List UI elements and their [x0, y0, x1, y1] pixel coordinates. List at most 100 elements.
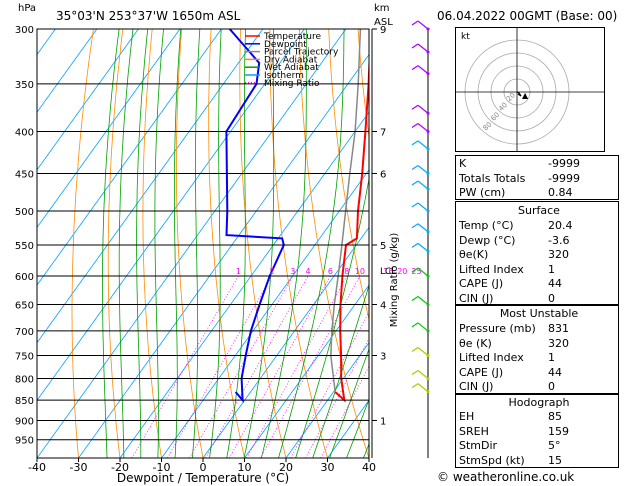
surface-row: Lifted Index 1	[459, 263, 619, 277]
wet-adiabat-line	[295, 176, 369, 458]
pressure-tick-label: 450	[15, 169, 34, 180]
mixing-ratio-label: 1	[236, 267, 241, 276]
mixing-ratio-label: 3	[290, 267, 295, 276]
x-tick-label: -40	[28, 461, 46, 474]
surface-key: CIN (J)	[459, 292, 494, 305]
pressure-tick-label: 400	[15, 128, 34, 139]
wind-barb	[411, 242, 419, 248]
index-value: -9999	[548, 157, 580, 170]
most-unstable-value: 44	[548, 365, 562, 379]
wind-barb-dot	[426, 111, 430, 115]
isotherm-line	[161, 169, 369, 458]
isotherm-line	[37, 29, 264, 344]
hodograph-params-title: Hodograph	[508, 396, 570, 409]
storm-motion-marker: ▲	[522, 91, 529, 100]
wind-barb-dot	[426, 147, 430, 151]
mixing-ratio-line	[205, 275, 309, 458]
hodograph-param-value: 5°	[548, 439, 561, 453]
pressure-tick-label: 700	[15, 327, 34, 338]
wind-barb	[411, 322, 419, 328]
hodograph-param-key: StmSpd (kt)	[459, 453, 525, 467]
wind-barb	[411, 223, 419, 229]
isotherm-line	[119, 111, 369, 458]
mixing-ratio-label: 4	[306, 267, 311, 276]
mixing-ratio-label: 8	[344, 267, 349, 276]
wind-barb-dot	[426, 72, 430, 76]
wind-barb	[411, 104, 419, 110]
wet-adiabat-line	[209, 29, 222, 458]
temperature-line	[334, 48, 369, 403]
hodograph-param-row: StmSpd (kt) 15	[459, 454, 619, 468]
index-row: Totals Totals -9999	[459, 172, 619, 186]
x-tick-label: -30	[70, 461, 88, 474]
wind-barb-dot	[426, 249, 430, 253]
wind-barb	[417, 322, 429, 332]
mixing-ratio-label: 20	[397, 267, 407, 276]
wind-barb	[411, 296, 419, 302]
index-key: Totals Totals	[459, 171, 526, 185]
wind-barb	[417, 223, 429, 233]
isotherm-line	[202, 226, 369, 458]
surface-row: Temp (°C) 20.4	[459, 219, 619, 233]
hodograph-param-key: EH	[459, 410, 475, 423]
wind-barb-dot	[426, 230, 430, 234]
indices-box	[455, 155, 619, 200]
km-tick-label: 4	[380, 301, 386, 312]
hodograph-trace	[516, 91, 522, 97]
wind-barb	[417, 347, 429, 356]
surface-box	[455, 201, 619, 305]
most-unstable-key: CIN (J)	[459, 380, 494, 394]
index-key: K	[459, 157, 467, 170]
wind-barb	[417, 180, 429, 190]
x-tick-label: 10	[238, 461, 252, 474]
wind-barb	[417, 20, 429, 30]
hodograph-ring-label: 40	[497, 101, 509, 113]
pressure-tick-label: 300	[15, 25, 34, 36]
most-unstable-value: 1	[548, 351, 555, 365]
legend-label: Mixing Ratio	[264, 79, 320, 89]
legend-label: Wet Adiabat	[264, 63, 319, 73]
wet-adiabat-line	[102, 29, 120, 458]
wind-barb-dot	[426, 353, 430, 357]
location-label: 35°03'N 253°37'W 1650m ASL	[56, 9, 241, 23]
most-unstable-value: 0	[548, 380, 555, 394]
wind-barb	[411, 267, 419, 273]
asl-label: ASL	[374, 17, 393, 28]
mixing-ratio-label: 6	[328, 267, 333, 276]
most-unstable-row: θe (K) 320	[459, 337, 619, 351]
wind-barb	[411, 65, 419, 71]
km-tick-label: 6	[380, 169, 386, 180]
wet-adiabat-line	[174, 29, 182, 458]
wind-barb-dot	[426, 171, 430, 175]
km-tick-label: 5	[380, 241, 386, 252]
mixing-ratio-line	[131, 275, 239, 458]
hodograph-param-value: 15	[548, 453, 562, 467]
wind-barb	[417, 370, 429, 379]
legend-label: Temperature	[263, 32, 321, 42]
x-tick-label: 30	[321, 461, 335, 474]
hodograph-param-key: SREH	[459, 424, 489, 438]
pressure-tick-label: 850	[15, 396, 34, 407]
wet-adiabat-line	[136, 29, 149, 458]
wind-barb-dot	[426, 50, 430, 54]
wind-barb	[417, 202, 429, 212]
wet-adiabat-line	[191, 29, 201, 458]
surface-key: θe(K)	[459, 248, 489, 262]
mixing-ratio-axis-title: Mixing Ratio (g/kg)	[389, 233, 400, 328]
surface-row: CAPE (J) 44	[459, 277, 619, 291]
wind-barb-dot	[426, 274, 430, 278]
surface-value: -3.6	[548, 233, 570, 247]
wind-barb	[417, 65, 429, 75]
surface-value: 20.4	[548, 219, 573, 232]
wet-adiabat-line	[329, 347, 369, 458]
plot-area	[37, 29, 369, 458]
isotherm-line	[244, 284, 369, 458]
wind-barb	[417, 43, 429, 53]
mixing-ratio-line	[305, 337, 369, 458]
wind-barb	[417, 104, 429, 114]
pressure-tick-label: 950	[15, 436, 34, 447]
hodograph-param-row: StmDir 5°	[459, 439, 619, 453]
most-unstable-title: Most Unstable	[499, 307, 579, 320]
dry-adiabat-line	[176, 29, 204, 458]
legend-label: Dry Adiabat	[264, 55, 318, 65]
